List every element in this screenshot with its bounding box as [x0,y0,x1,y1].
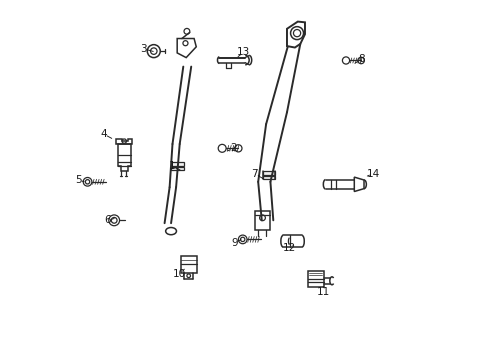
Text: 11: 11 [316,287,330,297]
Text: 13: 13 [237,47,250,57]
Text: 1: 1 [168,161,175,171]
Text: 5: 5 [75,175,81,185]
Text: 9: 9 [231,238,237,248]
Polygon shape [262,176,275,179]
Text: 2: 2 [230,143,237,153]
Polygon shape [262,171,275,175]
Text: 4: 4 [100,129,106,139]
Text: 14: 14 [366,168,379,179]
Text: 6: 6 [104,215,111,225]
Polygon shape [171,167,183,170]
Text: 7: 7 [251,168,257,179]
Text: 10: 10 [173,269,186,279]
Text: 3: 3 [140,44,146,54]
Text: 12: 12 [283,243,296,253]
Polygon shape [171,162,183,166]
Text: 8: 8 [357,54,364,64]
